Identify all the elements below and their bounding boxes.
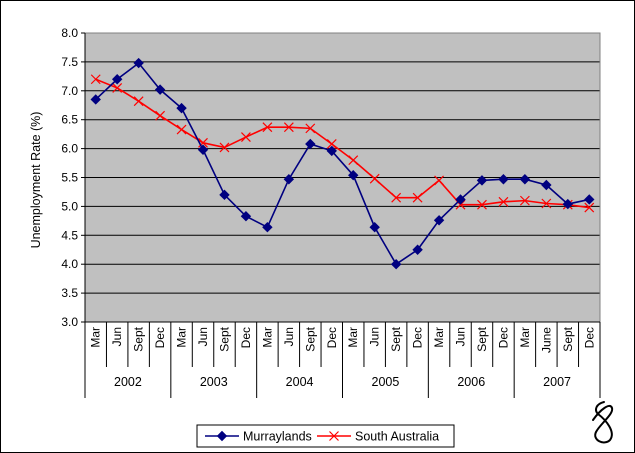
x-category-label: Dec [325, 327, 339, 348]
data-point-murraylands [326, 145, 337, 157]
x-category-label: Jun [110, 327, 124, 346]
data-point-south-australia [305, 123, 316, 134]
y-tick-label: 6.5 [61, 113, 78, 127]
x-category-label: Mar [518, 327, 532, 348]
data-point-murraylands [562, 198, 574, 210]
legend-marker-south-australia [329, 431, 339, 441]
y-tick-label: 7.0 [61, 84, 78, 98]
data-point-murraylands [498, 174, 509, 185]
x-category-label: Mar [432, 327, 446, 348]
data-point-murraylands [305, 138, 316, 150]
data-point-murraylands [133, 57, 144, 69]
data-point-south-australia [155, 110, 166, 121]
x-year-label: 2003 [200, 375, 228, 389]
x-category-label: Sept [561, 326, 575, 351]
data-point-murraylands [90, 94, 101, 105]
data-point-south-australia [477, 199, 487, 210]
y-tick-label: 4.0 [61, 257, 78, 271]
x-category-label: Mar [175, 327, 189, 348]
x-category-label: Jun [282, 327, 296, 346]
y-tick-label: 8.0 [61, 26, 78, 40]
y-tick-label: 7.5 [61, 55, 78, 69]
data-point-murraylands [476, 175, 488, 186]
x-year-label: 2004 [286, 375, 314, 389]
data-point-murraylands [412, 244, 423, 255]
data-point-south-australia [541, 198, 552, 209]
data-point-murraylands [219, 189, 230, 201]
x-year-label: 2002 [114, 375, 142, 389]
data-point-murraylands [176, 102, 187, 114]
data-point-south-australia [391, 192, 402, 203]
x-category-label: Dec [582, 327, 596, 348]
data-point-murraylands [240, 211, 252, 222]
data-point-south-australia [219, 142, 230, 153]
y-tick-label: 5.0 [61, 199, 78, 213]
data-point-murraylands [369, 222, 380, 233]
data-point-south-australia [176, 124, 187, 135]
x-year-label: 2006 [457, 375, 485, 389]
data-point-murraylands [541, 179, 552, 191]
data-point-murraylands [433, 215, 445, 226]
x-category-label: Mar [346, 327, 360, 348]
data-point-murraylands [390, 258, 402, 270]
x-category-label: Mar [260, 327, 274, 348]
data-point-south-australia [369, 173, 380, 184]
series-line-south-australia [95, 78, 590, 209]
data-point-murraylands [154, 84, 166, 95]
x-category-label: Mar [89, 327, 103, 348]
y-tick-label: 3.5 [61, 286, 78, 300]
data-point-murraylands [197, 144, 209, 155]
data-point-south-australia [348, 155, 359, 166]
data-point-south-australia [283, 122, 294, 133]
y-tick-label: 5.5 [61, 171, 78, 185]
data-point-south-australia [584, 202, 595, 213]
x-category-label: Sept [389, 326, 403, 351]
data-point-south-australia [434, 175, 444, 186]
data-point-murraylands [262, 222, 273, 233]
x-year-label: 2007 [543, 375, 571, 389]
x-category-label: Sept [217, 326, 231, 351]
x-category-label: June [539, 327, 553, 353]
x-category-label: Jun [454, 327, 468, 346]
data-point-south-australia [326, 139, 337, 149]
legend: Murraylands South Australia [196, 424, 455, 448]
y-tick-label: 3.0 [61, 315, 78, 329]
legend-marker-murraylands [216, 430, 228, 442]
y-axis-title: Unemployment Rate (%) [29, 112, 43, 249]
x-category-label: Sept [132, 326, 146, 351]
data-point-south-australia [262, 122, 273, 133]
y-tick-label: 4.5 [61, 228, 78, 242]
x-category-label: Dec [239, 327, 253, 348]
x-category-label: Dec [153, 327, 167, 348]
x-category-label: Sept [303, 326, 317, 351]
data-point-south-australia [112, 82, 123, 93]
data-point-south-australia [241, 132, 251, 142]
data-point-murraylands [283, 174, 295, 185]
data-point-south-australia [519, 195, 530, 206]
data-point-murraylands [111, 74, 123, 85]
y-tick-label: 6.0 [61, 142, 78, 156]
data-point-murraylands [584, 194, 595, 205]
x-category-label: Sept [475, 326, 489, 351]
x-year-label: 2005 [372, 375, 400, 389]
data-point-murraylands [519, 174, 531, 185]
data-point-south-australia [412, 192, 423, 203]
data-point-murraylands [455, 194, 466, 205]
data-point-south-australia [90, 74, 101, 85]
x-category-label: Jun [368, 327, 382, 346]
legend-label-murraylands: Murraylands [243, 430, 312, 444]
legend-label-south-australia: South Australia [355, 430, 439, 444]
data-point-south-australia [133, 96, 144, 107]
data-point-south-australia [498, 196, 509, 207]
data-point-south-australia [198, 137, 208, 148]
x-category-label: Dec [496, 327, 510, 348]
x-category-label: Jun [196, 327, 210, 346]
signature-mark [592, 401, 614, 444]
x-category-label: Dec [411, 327, 425, 348]
data-point-murraylands [348, 169, 359, 181]
